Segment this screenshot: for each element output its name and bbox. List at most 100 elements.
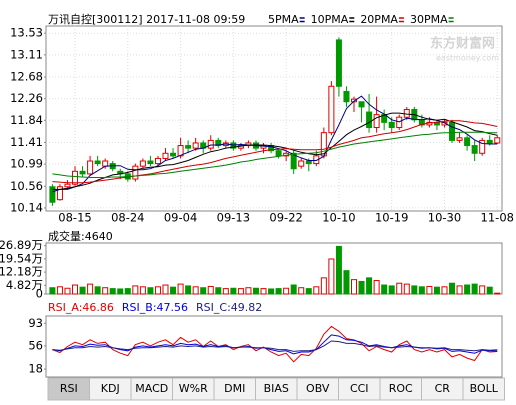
legend-label: 20PMA (360, 13, 398, 26)
volume-bar (102, 287, 109, 295)
y-tick-label: 93 (28, 316, 43, 330)
volume-bar (162, 284, 169, 295)
candle-body (335, 39, 342, 87)
volume-bar (418, 286, 425, 295)
candle-body (486, 139, 493, 144)
tab[interactable]: W%R (172, 377, 215, 401)
tab[interactable]: BIAS (255, 377, 298, 401)
volume-bar (154, 286, 161, 295)
y-tick-label: 13.11 (10, 47, 43, 61)
tab[interactable]: ROC (379, 377, 422, 401)
candle-body (328, 85, 335, 134)
candle-body (313, 155, 320, 165)
candle-body (139, 160, 146, 167)
tab-label[interactable]: BIAS (264, 382, 289, 395)
volume-bar (72, 284, 79, 295)
volume-bar (426, 285, 433, 295)
tab[interactable]: MACD (130, 377, 173, 401)
x-tick-label: 10-10 (322, 211, 355, 225)
tab[interactable]: DMI (213, 377, 256, 401)
legend-label: 5PMA (268, 13, 299, 26)
volume-bar (275, 288, 282, 295)
tab[interactable]: KDJ (89, 377, 132, 401)
volume-bar (320, 277, 327, 295)
volume-bar (381, 284, 388, 295)
candle-body (154, 157, 161, 165)
tab-label[interactable]: W%R (179, 382, 208, 395)
x-tick-label: 08-15 (58, 211, 91, 225)
candle-body (192, 142, 199, 149)
y-tick-label: 11.84 (10, 113, 43, 127)
tab[interactable]: CCI (338, 377, 381, 401)
tab[interactable]: RSI (47, 377, 90, 401)
volume-bar (373, 280, 380, 295)
candle-body (87, 160, 94, 175)
rsi-line (52, 325, 498, 363)
x-tick-label: 08-24 (111, 211, 144, 225)
y-tick-label: 13.53 (10, 26, 43, 40)
tab[interactable]: BOLL (462, 377, 505, 401)
y-tick-label: 18 (28, 362, 43, 376)
volume-bar (396, 282, 403, 295)
volume-bar (298, 287, 305, 295)
x-tick-label: 09-04 (164, 211, 197, 225)
header-title: 万讯自控[300112] 2017-11-08 09:59 (48, 12, 245, 26)
tab-bg[interactable] (462, 377, 505, 401)
x-tick-label: 10-30 (428, 211, 461, 225)
tab-label[interactable]: KDJ (101, 382, 120, 395)
candle-body (449, 121, 456, 141)
legend-label: 10PMA (311, 13, 349, 26)
legend-label: RSI_C:49.82 (196, 301, 262, 314)
candle-body (185, 145, 192, 149)
candle-body (94, 160, 101, 165)
volume-bar (109, 288, 116, 295)
volume-bar (117, 288, 124, 295)
y-tick-label: 4.82万 (6, 278, 43, 292)
candle-body (56, 186, 63, 201)
volume-bar (433, 286, 440, 295)
tab[interactable]: OBV (296, 377, 339, 401)
tab[interactable]: CR (421, 377, 464, 401)
candle-body (260, 145, 267, 149)
legend-label: 30PMA (410, 13, 448, 26)
volume-bar (132, 285, 139, 295)
volume-bar (185, 285, 192, 295)
tab-label[interactable]: MACD (135, 382, 168, 395)
volume-bar (252, 287, 259, 295)
tab-label[interactable]: BOLL (470, 382, 499, 395)
volume-bar (479, 285, 486, 295)
ma-line (52, 112, 498, 190)
volume-bar (200, 287, 207, 295)
volume-bar (237, 288, 244, 295)
ma-line (52, 95, 498, 193)
tab-label[interactable]: OBV (306, 382, 330, 395)
volume-bar (215, 287, 222, 295)
rsi-frame (45, 315, 503, 378)
volume-bar (192, 286, 199, 295)
volume-bar (464, 284, 471, 295)
volume-bar (335, 245, 342, 295)
candle-body (79, 170, 86, 175)
ma-line (52, 131, 498, 178)
tab-label[interactable]: CR (435, 382, 451, 395)
candle-body (147, 160, 154, 165)
candle-body (162, 152, 169, 159)
tab-label[interactable]: RSI (60, 382, 78, 395)
candle-body (290, 152, 297, 170)
candle-body (72, 170, 79, 185)
candle-body (479, 139, 486, 154)
candle-body (245, 142, 252, 147)
legend-label: RSI_A:46.86 (48, 301, 114, 314)
tab-label[interactable]: DMI (224, 382, 245, 395)
candle-body (388, 121, 395, 129)
legend-label: RSI_B:47.56 (122, 301, 188, 314)
volume-bar (260, 288, 267, 295)
volume-bar (358, 280, 365, 295)
y-tick-label: 12.26 (10, 91, 43, 105)
candle-body (343, 90, 350, 103)
ma-line (52, 120, 498, 184)
y-tick-label: 10.99 (10, 157, 43, 171)
tab-label[interactable]: CCI (350, 382, 369, 395)
volume-bar (449, 282, 456, 295)
tab-label[interactable]: ROC (389, 382, 413, 395)
